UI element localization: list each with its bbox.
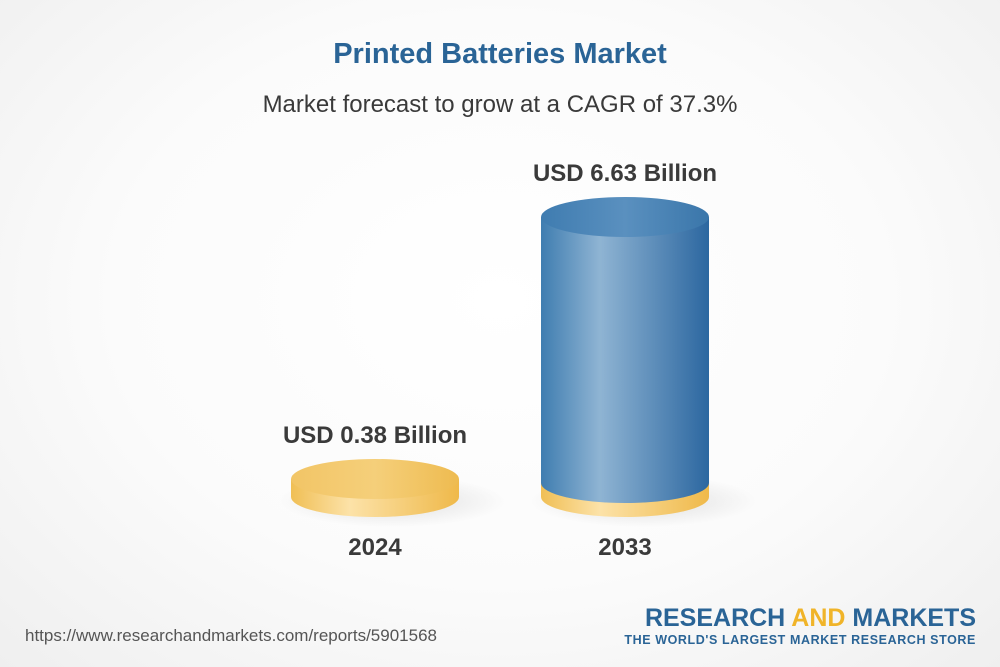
bar-top-2024 bbox=[291, 459, 459, 499]
research-and-markets-logo: RESEARCH AND MARKETS THE WORLD'S LARGEST… bbox=[624, 604, 976, 648]
bar-top-2033 bbox=[541, 197, 709, 237]
logo-word-and: AND bbox=[791, 604, 846, 632]
logo-wordmark: RESEARCH AND MARKETS bbox=[624, 604, 976, 632]
value-label-2024: USD 0.38 Billion bbox=[283, 422, 467, 449]
logo-word-research: RESEARCH bbox=[644, 604, 792, 632]
source-url[interactable]: https://www.researchandmarkets.com/repor… bbox=[25, 626, 437, 645]
value-label-2033: USD 6.63 Billion bbox=[533, 160, 717, 187]
year-label-2033: 2033 bbox=[598, 534, 651, 561]
year-label-2024: 2024 bbox=[348, 534, 402, 561]
chart-title: Printed Batteries Market bbox=[333, 38, 667, 70]
chart-subtitle: Market forecast to grow at a CAGR of 37.… bbox=[262, 91, 738, 118]
logo-tagline: THE WORLD'S LARGEST MARKET RESEARCH STOR… bbox=[624, 633, 976, 647]
logo-word-markets: MARKETS bbox=[845, 604, 976, 632]
bar-2033 bbox=[541, 217, 709, 503]
